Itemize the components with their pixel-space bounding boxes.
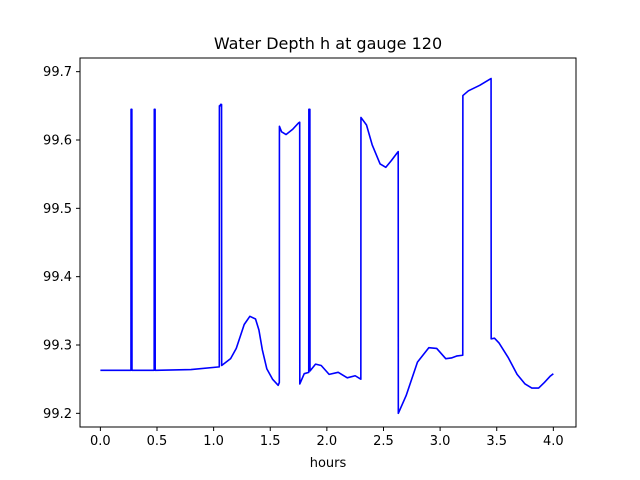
chart-title: Water Depth h at gauge 120 [214, 34, 442, 53]
x-tick-label: 2.0 [317, 434, 338, 449]
x-axis-label: hours [310, 456, 347, 471]
y-tick-label: 99.4 [43, 270, 72, 285]
y-tick-label: 99.5 [43, 202, 72, 217]
axes-frame [79, 57, 577, 428]
x-tick-label: 1.5 [260, 434, 281, 449]
x-tick-label: 2.5 [373, 434, 394, 449]
y-tick-label: 99.3 [43, 339, 72, 354]
x-tick-label: 1.0 [203, 434, 224, 449]
x-tick-label: 3.5 [486, 434, 507, 449]
x-tick-label: 0.5 [147, 434, 168, 449]
y-tick-label: 99.2 [43, 407, 72, 422]
series-line-0 [100, 77, 554, 415]
y-tick-label: 99.7 [43, 65, 72, 80]
x-tick-label: 0.0 [90, 434, 111, 449]
x-axis-ticks: 0.0 0.5 1.0 1.5 2.0 2.5 3.0 3.5 4.0 [90, 427, 564, 449]
y-tick-label: 99.6 [43, 134, 72, 149]
x-tick-label: 3.0 [430, 434, 451, 449]
plot-area [100, 77, 554, 415]
x-tick-label: 4.0 [543, 434, 564, 449]
y-axis-ticks: 99.2 99.3 99.4 99.5 99.6 99.7 [43, 65, 80, 422]
